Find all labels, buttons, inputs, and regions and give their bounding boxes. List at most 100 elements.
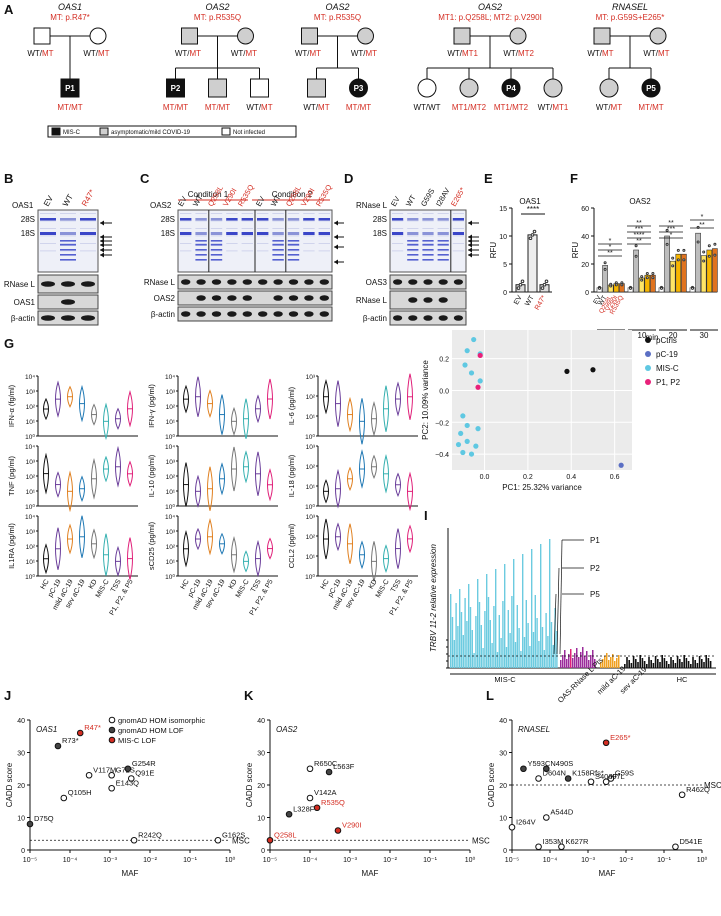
variant-point — [543, 765, 550, 773]
cleavage-band — [407, 244, 419, 246]
tick-label: 10⁻⁴ — [303, 857, 318, 864]
violin — [371, 401, 377, 437]
arrow-head — [100, 220, 104, 226]
western-band — [453, 279, 463, 285]
smear — [392, 250, 404, 252]
bar — [694, 660, 696, 668]
smear — [422, 250, 434, 252]
panel-label-C: C — [140, 171, 150, 186]
pedigree-child — [417, 78, 437, 98]
group-label: HC — [180, 579, 191, 591]
arrow-head — [468, 220, 472, 226]
bar — [646, 664, 648, 668]
blot-B-gene: OAS1 — [12, 201, 34, 210]
tick-label: 10⁰ — [305, 503, 315, 511]
arrow-head — [334, 234, 338, 240]
smear — [303, 228, 315, 229]
pca-point — [455, 441, 462, 448]
bar — [578, 657, 580, 668]
smear — [272, 228, 284, 229]
bar — [457, 626, 459, 668]
cleavage-band — [210, 244, 223, 246]
msc-label: MSC — [472, 836, 490, 845]
geno-part: MT — [261, 103, 273, 112]
bar — [466, 621, 468, 668]
band-18S — [60, 232, 76, 235]
variant-point — [587, 778, 595, 786]
band-18S — [318, 232, 330, 235]
bar — [604, 656, 606, 668]
western-band — [438, 315, 448, 321]
bar — [701, 659, 703, 668]
western-band — [61, 281, 75, 287]
western-row — [177, 306, 333, 322]
western-band — [273, 311, 283, 317]
western-band — [196, 311, 206, 317]
smear — [180, 243, 192, 244]
western-band — [242, 311, 252, 317]
tick-label: 40 — [499, 718, 507, 725]
violin — [407, 373, 413, 420]
smear — [318, 220, 330, 222]
bar — [668, 664, 670, 668]
smear — [210, 235, 223, 237]
legend-A-label: asymptomatic/mild COVID-19 — [111, 130, 191, 136]
bar — [712, 248, 718, 293]
pedigree-child — [60, 78, 80, 98]
violin — [195, 474, 201, 508]
band-28S — [303, 218, 315, 221]
pedigree-mutation-3: MT1: p.Q258L; MT2: p.V290I — [438, 13, 542, 22]
geno-part: MT — [318, 103, 330, 112]
tick-label: 30 — [499, 751, 507, 758]
variant-point — [54, 742, 62, 750]
tick-label: 10¹ — [26, 419, 36, 426]
violin — [359, 449, 365, 489]
data-point — [651, 276, 655, 280]
msc-label: MSC — [704, 781, 721, 790]
geno-part: MT/ — [57, 103, 72, 112]
bar — [570, 649, 572, 668]
bar — [687, 661, 690, 668]
variant-label: V117M — [93, 765, 116, 774]
smear — [407, 235, 419, 237]
pedigree-mutation-4: MT: p.G59S+E265* — [596, 13, 665, 22]
bar — [674, 663, 677, 668]
variant-label: K158Rfs* — [572, 769, 604, 778]
violin — [127, 460, 133, 488]
pedigree-gene-2: OAS2 — [325, 2, 349, 12]
panel-label-J: J — [4, 688, 11, 703]
violin — [195, 376, 201, 417]
band-18S — [422, 232, 434, 235]
band-28S — [272, 218, 284, 221]
bar — [698, 656, 701, 668]
cleavage-band — [60, 254, 76, 256]
parent-geno-mt: MT — [42, 49, 54, 58]
pedigree-child — [166, 78, 185, 98]
variant-point — [285, 810, 293, 818]
tick-label: 10³ — [166, 389, 176, 396]
tick-label: 10⁻¹ — [183, 857, 197, 864]
smear — [80, 213, 96, 214]
bar — [460, 612, 463, 668]
chart-title: RNASEL — [518, 725, 550, 734]
axis-label-y: TRBV 11-2 relative expression — [429, 544, 438, 652]
cytokine-label: IFN-α (fg/ml) — [7, 384, 16, 427]
band-18S — [241, 232, 253, 235]
geno-part: MT — [360, 103, 372, 112]
smear — [287, 235, 300, 237]
geno-part: MT/ — [638, 103, 653, 112]
panel-label-A: A — [4, 2, 14, 17]
smear — [257, 228, 269, 229]
pedigree-mutation-2: MT: p.R535Q — [314, 13, 361, 22]
tick-label: 10³ — [166, 459, 176, 466]
geno-part: MT — [611, 103, 623, 112]
variant-label: A544D — [550, 808, 574, 817]
child-geno: MT/MT — [346, 103, 371, 112]
significance: **** — [527, 205, 539, 214]
bar — [513, 559, 515, 668]
western-row — [177, 274, 333, 290]
data-point — [702, 250, 706, 254]
western-row-label: OAS1 — [14, 298, 36, 307]
cleavage-band — [422, 254, 434, 256]
